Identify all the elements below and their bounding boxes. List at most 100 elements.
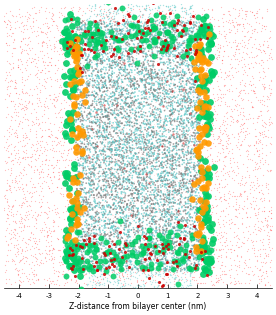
Point bbox=[184, 229, 188, 234]
Point bbox=[142, 187, 146, 192]
Point bbox=[166, 192, 170, 198]
Point bbox=[108, 127, 112, 132]
Point bbox=[183, 58, 188, 63]
Point bbox=[232, 248, 236, 253]
Point bbox=[102, 233, 106, 238]
Point bbox=[151, 37, 155, 42]
Point bbox=[21, 185, 25, 190]
Point bbox=[129, 33, 133, 38]
Point bbox=[129, 149, 133, 154]
Point bbox=[264, 142, 269, 147]
Point bbox=[157, 159, 161, 164]
Point bbox=[121, 114, 125, 119]
Point bbox=[196, 74, 200, 79]
Point bbox=[75, 230, 79, 235]
Point bbox=[148, 262, 152, 267]
Point bbox=[182, 90, 186, 95]
Point bbox=[124, 243, 128, 248]
Point bbox=[179, 69, 183, 74]
Point bbox=[121, 49, 126, 54]
Point bbox=[190, 193, 195, 198]
Point bbox=[185, 78, 190, 83]
Point bbox=[92, 221, 96, 226]
Point bbox=[78, 65, 83, 70]
Point bbox=[76, 173, 81, 178]
Point bbox=[173, 235, 178, 240]
Point bbox=[31, 254, 36, 259]
Point bbox=[138, 175, 142, 180]
Point bbox=[87, 222, 91, 227]
Point bbox=[140, 32, 145, 37]
Point bbox=[36, 80, 41, 85]
Point bbox=[155, 256, 160, 261]
Point bbox=[174, 23, 179, 28]
Point bbox=[126, 205, 130, 210]
Point bbox=[146, 263, 150, 268]
Point bbox=[202, 76, 206, 81]
Point bbox=[131, 259, 136, 264]
Point bbox=[102, 14, 107, 19]
Point bbox=[158, 223, 162, 228]
Point bbox=[176, 64, 180, 69]
Point bbox=[176, 250, 181, 255]
Point bbox=[115, 23, 120, 28]
Point bbox=[174, 69, 178, 74]
Point bbox=[192, 67, 197, 72]
Point bbox=[110, 44, 114, 49]
Point bbox=[217, 134, 221, 139]
Point bbox=[95, 94, 100, 100]
Point bbox=[215, 140, 220, 145]
Point bbox=[140, 247, 144, 252]
Point bbox=[132, 165, 136, 170]
Point bbox=[144, 245, 149, 250]
Point bbox=[113, 227, 118, 232]
Point bbox=[143, 260, 147, 265]
Point bbox=[97, 89, 101, 94]
Point bbox=[150, 170, 154, 175]
Point bbox=[128, 101, 133, 106]
Point bbox=[205, 272, 209, 277]
Point bbox=[209, 41, 214, 46]
Point bbox=[106, 246, 111, 251]
Point bbox=[97, 76, 102, 81]
Point bbox=[115, 79, 119, 84]
Point bbox=[91, 268, 95, 273]
Point bbox=[99, 254, 103, 259]
Point bbox=[258, 138, 262, 143]
Point bbox=[184, 131, 188, 136]
Point bbox=[142, 85, 147, 90]
Point bbox=[105, 242, 109, 247]
Point bbox=[219, 31, 224, 36]
Point bbox=[40, 166, 44, 171]
Point bbox=[189, 154, 193, 159]
Point bbox=[58, 82, 62, 87]
Point bbox=[168, 120, 173, 125]
Point bbox=[79, 258, 84, 263]
Point bbox=[181, 124, 185, 129]
Point bbox=[105, 266, 109, 271]
Point bbox=[191, 9, 195, 14]
Point bbox=[111, 122, 116, 127]
Point bbox=[75, 169, 80, 174]
Point bbox=[99, 182, 103, 187]
Point bbox=[91, 259, 95, 264]
Point bbox=[132, 74, 136, 79]
Point bbox=[152, 40, 156, 45]
Point bbox=[115, 148, 120, 153]
Point bbox=[145, 257, 149, 262]
Point bbox=[73, 38, 77, 43]
Point bbox=[99, 61, 104, 66]
Point bbox=[186, 181, 191, 186]
Point bbox=[143, 272, 147, 277]
Point bbox=[157, 227, 162, 232]
Point bbox=[16, 109, 20, 114]
Point bbox=[170, 43, 174, 48]
Point bbox=[92, 12, 97, 17]
Point bbox=[43, 104, 47, 109]
Point bbox=[122, 23, 126, 28]
Point bbox=[92, 214, 96, 219]
Point bbox=[124, 118, 129, 123]
Point bbox=[201, 111, 205, 116]
Point bbox=[162, 173, 167, 178]
Point bbox=[153, 21, 158, 26]
